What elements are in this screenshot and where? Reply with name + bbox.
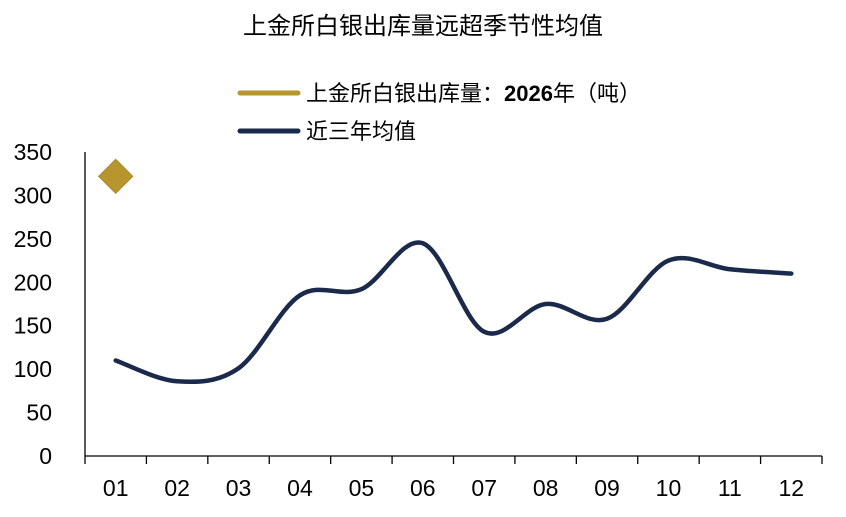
y-tick-label: 350 [14,139,52,165]
x-tick-label: 11 [718,475,742,501]
legend: 上金所白银出库量：2026年（吨） 近三年均值 [237,81,641,145]
y-tick-label: 250 [14,226,52,252]
x-tick-label: 09 [594,475,620,501]
x-tick-label: 04 [287,475,313,501]
x-tick-label: 02 [164,475,190,501]
y-tick-label: 50 [26,400,52,426]
x-tick-label: 10 [656,475,682,501]
y-tick-label: 0 [39,443,52,469]
legend-label-2026: 上金所白银出库量：2026年（吨） [306,81,641,107]
x-tick-label: 07 [471,475,497,501]
series-line-three-year-average [113,240,794,385]
x-tick-label: 08 [533,475,559,501]
y-tick-label: 300 [14,182,52,208]
data-point-2026 [98,158,134,195]
x-tick-label: 03 [226,475,252,501]
x-tick-label: 01 [103,475,129,501]
chart-marks [98,158,794,385]
x-tick-label: 12 [778,475,804,501]
axes: 0 50 100 150 200 250 300 350 01 02 03 04 05 06 07 08 09 1… [14,139,823,501]
y-tick-label: 100 [14,356,52,382]
x-tick-label: 05 [349,475,375,501]
legend-label-avg: 近三年均值 [306,120,416,145]
y-tick-label: 200 [14,269,52,295]
y-tick-label: 150 [14,313,52,339]
x-tick-label: 06 [410,475,436,501]
chart-title: 上金所白银出库量远超季节性均值 [243,12,603,40]
